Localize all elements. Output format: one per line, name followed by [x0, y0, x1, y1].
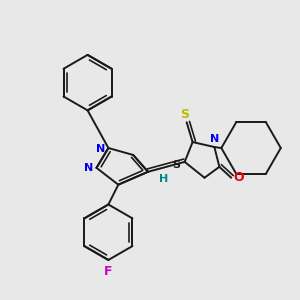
Text: N: N — [96, 144, 105, 154]
Text: F: F — [104, 266, 112, 278]
Text: O: O — [234, 171, 244, 184]
Text: S: S — [180, 108, 189, 121]
Text: N: N — [84, 163, 93, 173]
Text: N: N — [210, 134, 219, 144]
Text: H: H — [159, 174, 169, 184]
Text: S: S — [173, 160, 181, 170]
